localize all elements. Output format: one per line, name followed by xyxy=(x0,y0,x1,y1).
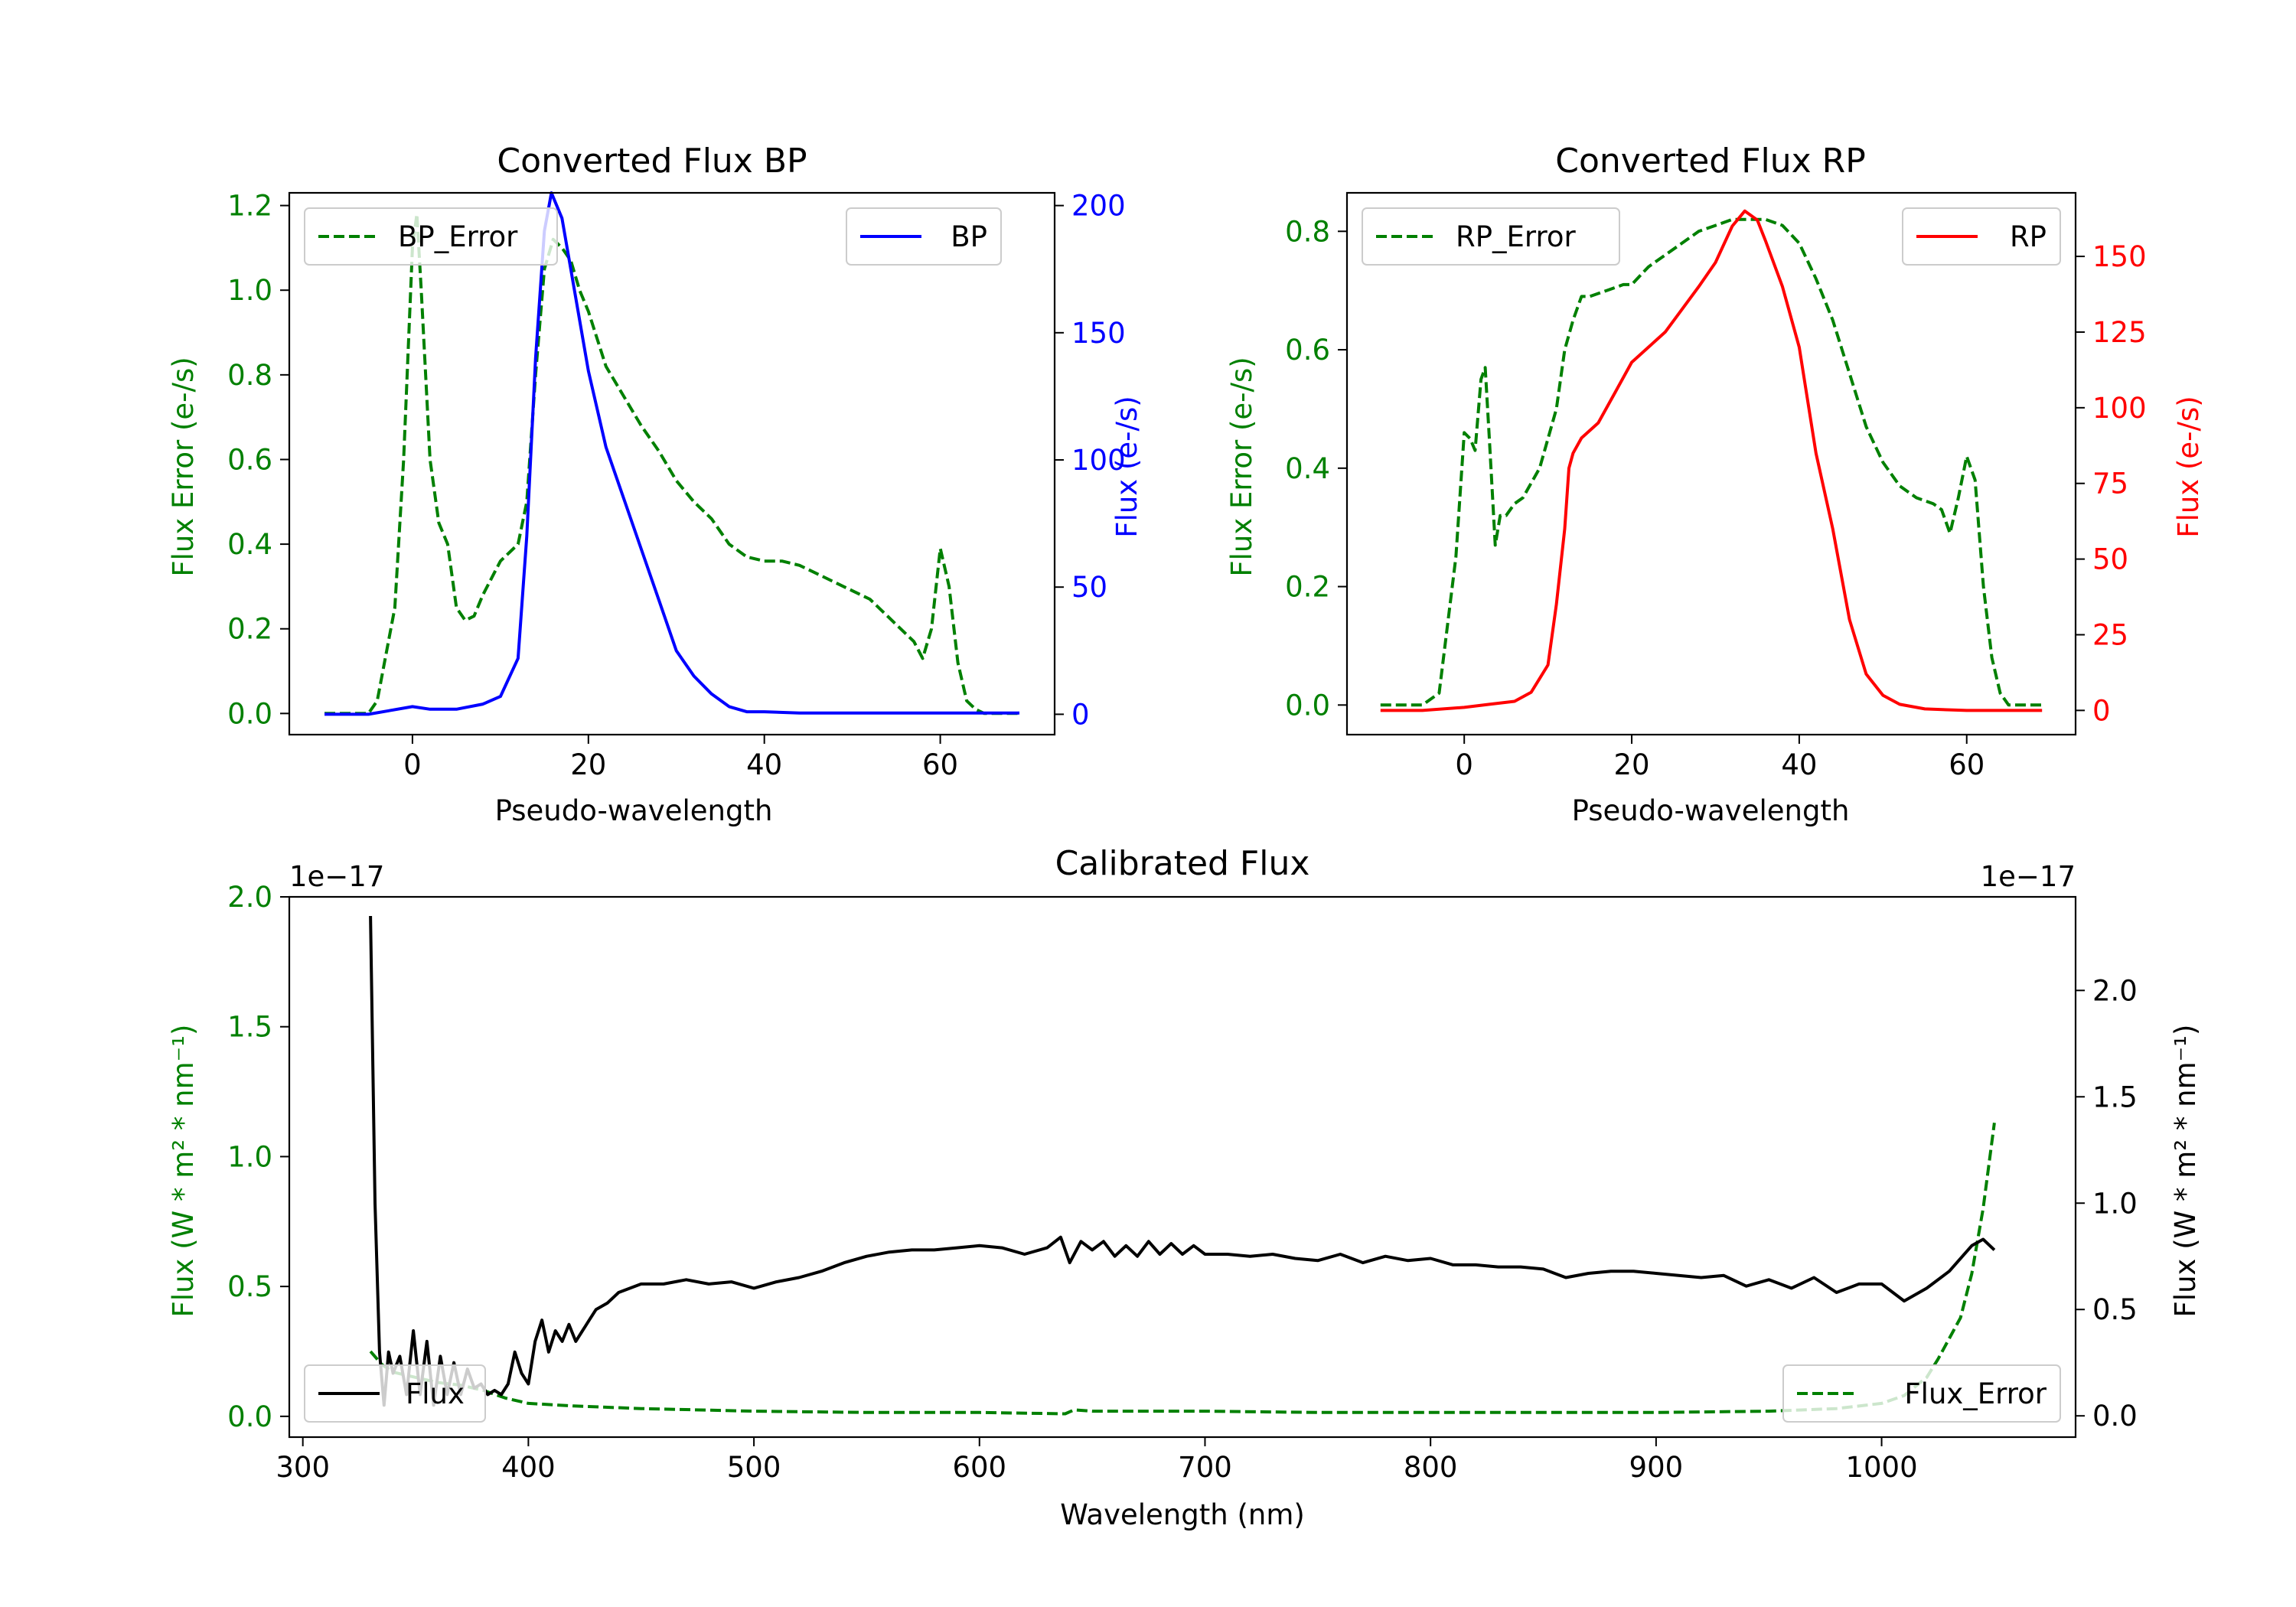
cal-subplot: Calibrated Flux Wavelength (nm) 1e−17 1e… xyxy=(167,844,2202,1531)
bp-ytick-left-label: 0.0 xyxy=(227,697,272,730)
rp-ytick-left-label: 0.6 xyxy=(1285,334,1330,367)
bp-series-bp xyxy=(325,191,1019,716)
bp-ytick-right-label: 100 xyxy=(1071,444,1126,477)
rp-legend-flux-label: RP xyxy=(2010,220,2047,253)
cal-ytick-left-label: 0.5 xyxy=(227,1270,272,1303)
cal-ticks: 300 400 500 600 700 800 900 1000 0.0 0.5 1.0 1.5 2.0… xyxy=(227,881,2138,1484)
bp-xtick-label: 60 xyxy=(922,748,958,781)
rp-title: Converted Flux RP xyxy=(1555,142,1866,181)
rp-ticks: 0 20 40 60 0.0 0.2 0.4 0.6 0.8 0 25 50 75 100 125 150 xyxy=(1285,215,2146,781)
rp-xtick-label: 40 xyxy=(1781,748,1817,781)
rp-legend-error-label: RP_Error xyxy=(1456,220,1576,253)
bp-ytick-right-label: 150 xyxy=(1071,317,1126,350)
bp-subplot: Converted Flux BP Pseudo-wavelength Flux… xyxy=(167,142,1143,827)
bp-series xyxy=(325,191,1019,716)
bp-ylabel-left: Flux Error (e-/s) xyxy=(167,357,200,576)
rp-legend-error: RP_Error xyxy=(1362,207,1620,266)
cal-legend-error-label: Flux_Error xyxy=(1904,1377,2047,1410)
rp-ytick-right-label: 25 xyxy=(2092,618,2128,651)
cal-legend-error: Flux_Error xyxy=(1782,1364,2061,1423)
bp-ytick-right-label: 200 xyxy=(1071,190,1126,223)
bp-xtick-label: 40 xyxy=(746,748,782,781)
bp-legend-flux: BP xyxy=(846,207,1002,266)
bp-ytick-left-label: 0.8 xyxy=(227,359,272,392)
bp-legend-error: BP_Error xyxy=(304,207,558,266)
rp-ylabel-right: Flux (e-/s) xyxy=(2172,396,2205,537)
bp-ytick-left-label: 1.0 xyxy=(227,274,272,307)
bp-xtick-label: 20 xyxy=(570,748,606,781)
cal-ytick-left-label: 2.0 xyxy=(227,881,272,914)
cal-ytick-left-label: 1.0 xyxy=(227,1140,272,1173)
bp-ytick-left-label: 0.2 xyxy=(227,613,272,646)
rp-legend-flux: RP xyxy=(1902,207,2061,266)
rp-ytick-left-label: 0.8 xyxy=(1285,215,1330,248)
bp-xtick-label: 0 xyxy=(403,748,422,781)
bp-title: Converted Flux BP xyxy=(497,142,807,181)
rp-ylabel-left: Flux Error (e-/s) xyxy=(1225,357,1258,576)
cal-xtick-label: 800 xyxy=(1404,1451,1458,1484)
cal-ytick-left-label: 1.5 xyxy=(227,1011,272,1044)
rp-xlabel: Pseudo-wavelength xyxy=(1572,794,1850,827)
cal-xtick-label: 400 xyxy=(501,1451,556,1484)
bp-legend-flux-label: BP xyxy=(951,220,987,253)
bp-ytick-left-label: 0.6 xyxy=(227,443,272,476)
cal-xtick-label: 700 xyxy=(1178,1451,1232,1484)
cal-xlabel: Wavelength (nm) xyxy=(1060,1498,1305,1531)
cal-axes-frame xyxy=(288,895,2077,1439)
rp-ytick-left-label: 0.4 xyxy=(1285,452,1330,485)
rp-ytick-right-label: 75 xyxy=(2092,468,2128,500)
cal-ytick-right-label: 0.0 xyxy=(2092,1400,2138,1433)
rp-subplot: Converted Flux RP Pseudo-wavelength Flux… xyxy=(1225,142,2205,827)
cal-ytick-left-label: 0.0 xyxy=(227,1400,272,1433)
bp-series-bp-error xyxy=(325,212,1019,715)
rp-series-rp xyxy=(1380,209,2043,712)
cal-legend-flux: Flux xyxy=(304,1364,486,1423)
cal-ytick-right-label: 1.5 xyxy=(2092,1081,2138,1113)
bp-legend-error-label: BP_Error xyxy=(398,220,518,253)
bp-ytick-right-label: 50 xyxy=(1071,571,1107,604)
rp-ytick-right-label: 0 xyxy=(2092,694,2111,727)
bp-ytick-right-label: 0 xyxy=(1071,698,1090,731)
cal-xtick-label: 900 xyxy=(1629,1451,1684,1484)
cal-ytick-right-label: 2.0 xyxy=(2092,974,2138,1007)
rp-axes-frame xyxy=(1345,191,2077,736)
bp-ytick-left-label: 1.2 xyxy=(227,190,272,223)
rp-series-rp-error xyxy=(1380,217,2043,707)
rp-xtick-label: 0 xyxy=(1455,748,1473,781)
rp-ytick-right-label: 100 xyxy=(2092,392,2147,425)
cal-xtick-label: 600 xyxy=(952,1451,1006,1484)
cal-xtick-label: 1000 xyxy=(1845,1451,1917,1484)
rp-ytick-left-label: 0.0 xyxy=(1285,689,1330,722)
bp-xlabel: Pseudo-wavelength xyxy=(495,794,773,827)
bp-ytick-left-label: 0.4 xyxy=(227,528,272,561)
cal-offset-right: 1e−17 xyxy=(1981,860,2076,893)
rp-ytick-right-label: 50 xyxy=(2092,543,2128,576)
cal-xtick-label: 500 xyxy=(727,1451,781,1484)
bp-ticks: 0 20 40 60 0.0 0.2 0.4 0.6 0.8 1.0 1.2 0 50 100 150 200 xyxy=(227,190,1125,781)
rp-ytick-right-label: 150 xyxy=(2092,240,2147,273)
rp-ytick-left-label: 0.2 xyxy=(1285,571,1330,604)
bp-ylabel-right: Flux (e-/s) xyxy=(1110,396,1143,537)
rp-xtick-label: 20 xyxy=(1613,748,1649,781)
cal-ytick-right-label: 1.0 xyxy=(2092,1187,2138,1220)
cal-offset-left: 1e−17 xyxy=(289,860,384,893)
cal-title: Calibrated Flux xyxy=(1055,844,1310,883)
rp-series xyxy=(1380,209,2043,712)
cal-ylabel-right: Flux (W * m² * nm⁻¹) xyxy=(2169,1025,2202,1318)
cal-ytick-right-label: 0.5 xyxy=(2092,1293,2138,1326)
rp-ytick-right-label: 125 xyxy=(2092,316,2147,349)
cal-legend-flux-label: Flux xyxy=(406,1377,465,1410)
cal-ylabel-left: Flux (W * m² * nm⁻¹) xyxy=(167,1025,200,1318)
rp-xtick-label: 60 xyxy=(1949,748,1985,781)
bp-axes-frame xyxy=(288,191,1056,736)
cal-xtick-label: 300 xyxy=(276,1451,330,1484)
